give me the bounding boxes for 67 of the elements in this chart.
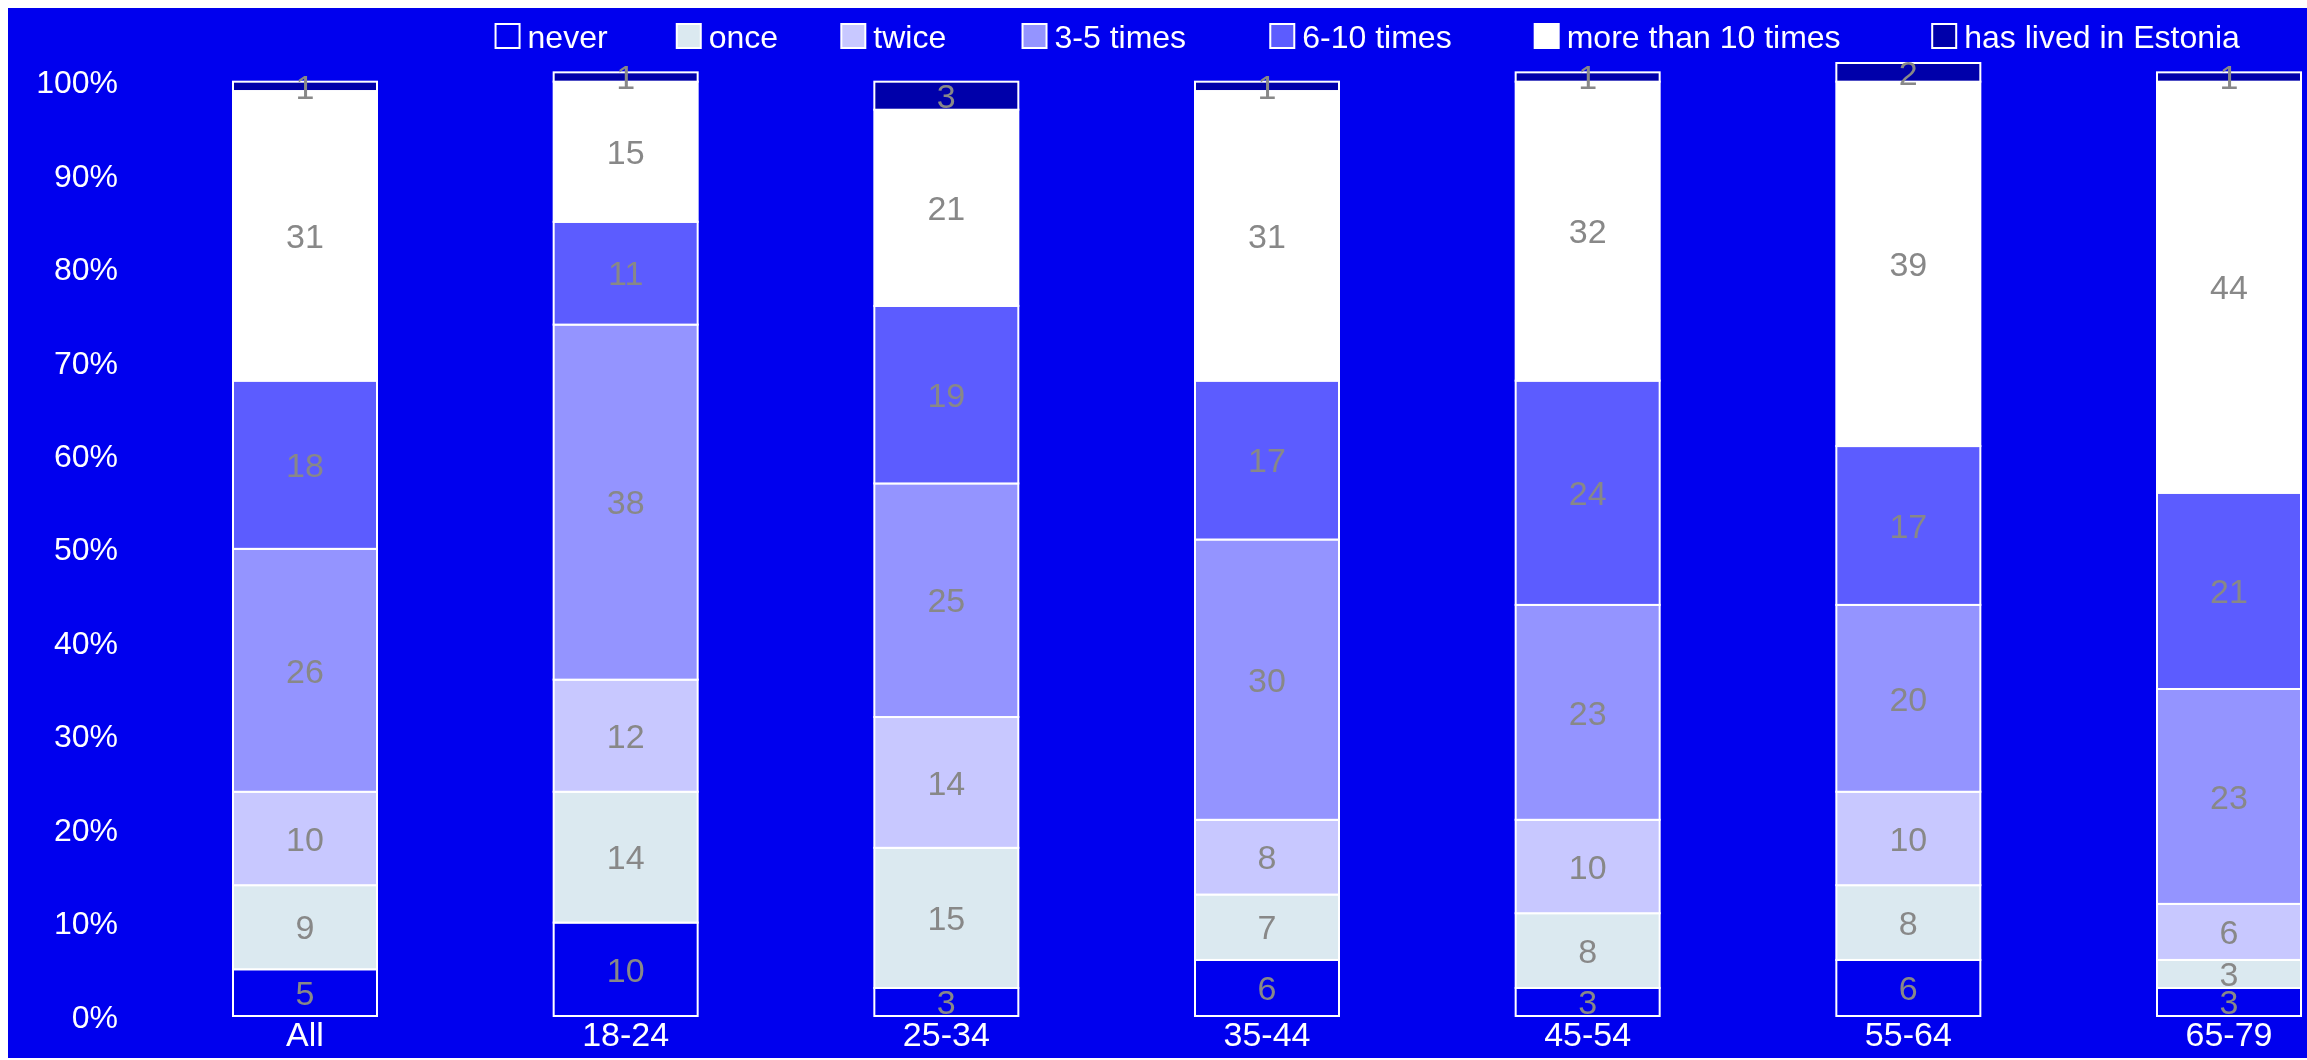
data-label: 10: [606, 950, 645, 989]
data-label: 14: [606, 838, 645, 877]
y-tick-label: 90%: [53, 157, 118, 194]
legend-label: more than 10 times: [1566, 18, 1841, 55]
data-label: 6: [1898, 969, 1918, 1008]
data-label: 30: [1248, 660, 1286, 699]
data-label: 21: [2210, 572, 2248, 611]
data-label: 24: [1568, 474, 1607, 513]
legend-label: has lived in Estonia: [1964, 18, 2241, 55]
y-tick-label: 0%: [71, 998, 118, 1035]
data-label: 31: [286, 217, 324, 256]
x-tick-label: 65-79: [2185, 1015, 2273, 1053]
data-label: 39: [1889, 245, 1928, 284]
data-label: 17: [1248, 441, 1286, 480]
data-label: 12: [606, 716, 645, 755]
x-tick-label: 18-24: [582, 1015, 670, 1053]
data-label: 10: [286, 819, 324, 858]
data-label: 8: [1578, 931, 1598, 970]
data-label: 7: [1257, 908, 1277, 947]
y-tick-label: 60%: [53, 437, 118, 474]
data-label: 8: [1898, 903, 1918, 942]
data-label: 23: [1568, 693, 1607, 732]
data-label: 9: [295, 908, 315, 947]
data-label: 5: [295, 973, 315, 1012]
legend-label: 6-10 times: [1302, 18, 1452, 55]
data-label: 31: [1248, 217, 1286, 256]
y-tick-label: 20%: [53, 811, 118, 848]
data-label: 32: [1568, 212, 1607, 251]
data-label: 8: [1257, 838, 1277, 877]
data-label: 1: [1578, 58, 1598, 97]
data-label: 23: [2210, 777, 2248, 816]
y-tick-label: 100%: [36, 64, 118, 101]
data-label: 21: [927, 189, 966, 228]
data-label: 6: [1257, 969, 1277, 1008]
data-label: 6: [2219, 913, 2239, 952]
data-label: 25: [927, 581, 966, 620]
legend-label: twice: [873, 18, 947, 55]
legend-label: once: [708, 18, 779, 55]
data-label: 1: [1257, 67, 1277, 106]
legend-label: never: [527, 18, 608, 55]
x-tick-label: 35-44: [1223, 1015, 1311, 1053]
data-label: 14: [927, 763, 966, 802]
y-tick-label: 10%: [53, 905, 118, 942]
x-tick-label: 55-64: [1864, 1015, 1952, 1053]
y-tick-label: 70%: [53, 344, 118, 381]
data-label: 10: [1568, 847, 1607, 886]
data-label: 1: [295, 67, 315, 106]
data-label: 1: [2219, 58, 2239, 97]
data-label: 19: [927, 375, 966, 414]
data-label: 18: [286, 445, 324, 484]
data-label: 44: [2210, 268, 2248, 307]
x-tick-label: All: [286, 1015, 324, 1053]
y-tick-label: 50%: [53, 531, 118, 568]
data-label: 11: [608, 254, 644, 293]
data-label: 26: [286, 651, 324, 690]
data-label: 20: [1889, 679, 1928, 718]
y-tick-label: 40%: [53, 624, 118, 661]
legend-label: 3-5 times: [1054, 18, 1187, 55]
data-label: 15: [927, 899, 966, 938]
data-label: 1: [616, 58, 636, 97]
data-label: 38: [606, 483, 645, 522]
y-tick-label: 80%: [53, 251, 118, 288]
data-label: 10: [1889, 819, 1928, 858]
y-tick-label: 30%: [53, 718, 118, 755]
data-label: 15: [606, 133, 645, 171]
data-label: 3: [936, 76, 956, 115]
data-label: 17: [1889, 506, 1928, 545]
